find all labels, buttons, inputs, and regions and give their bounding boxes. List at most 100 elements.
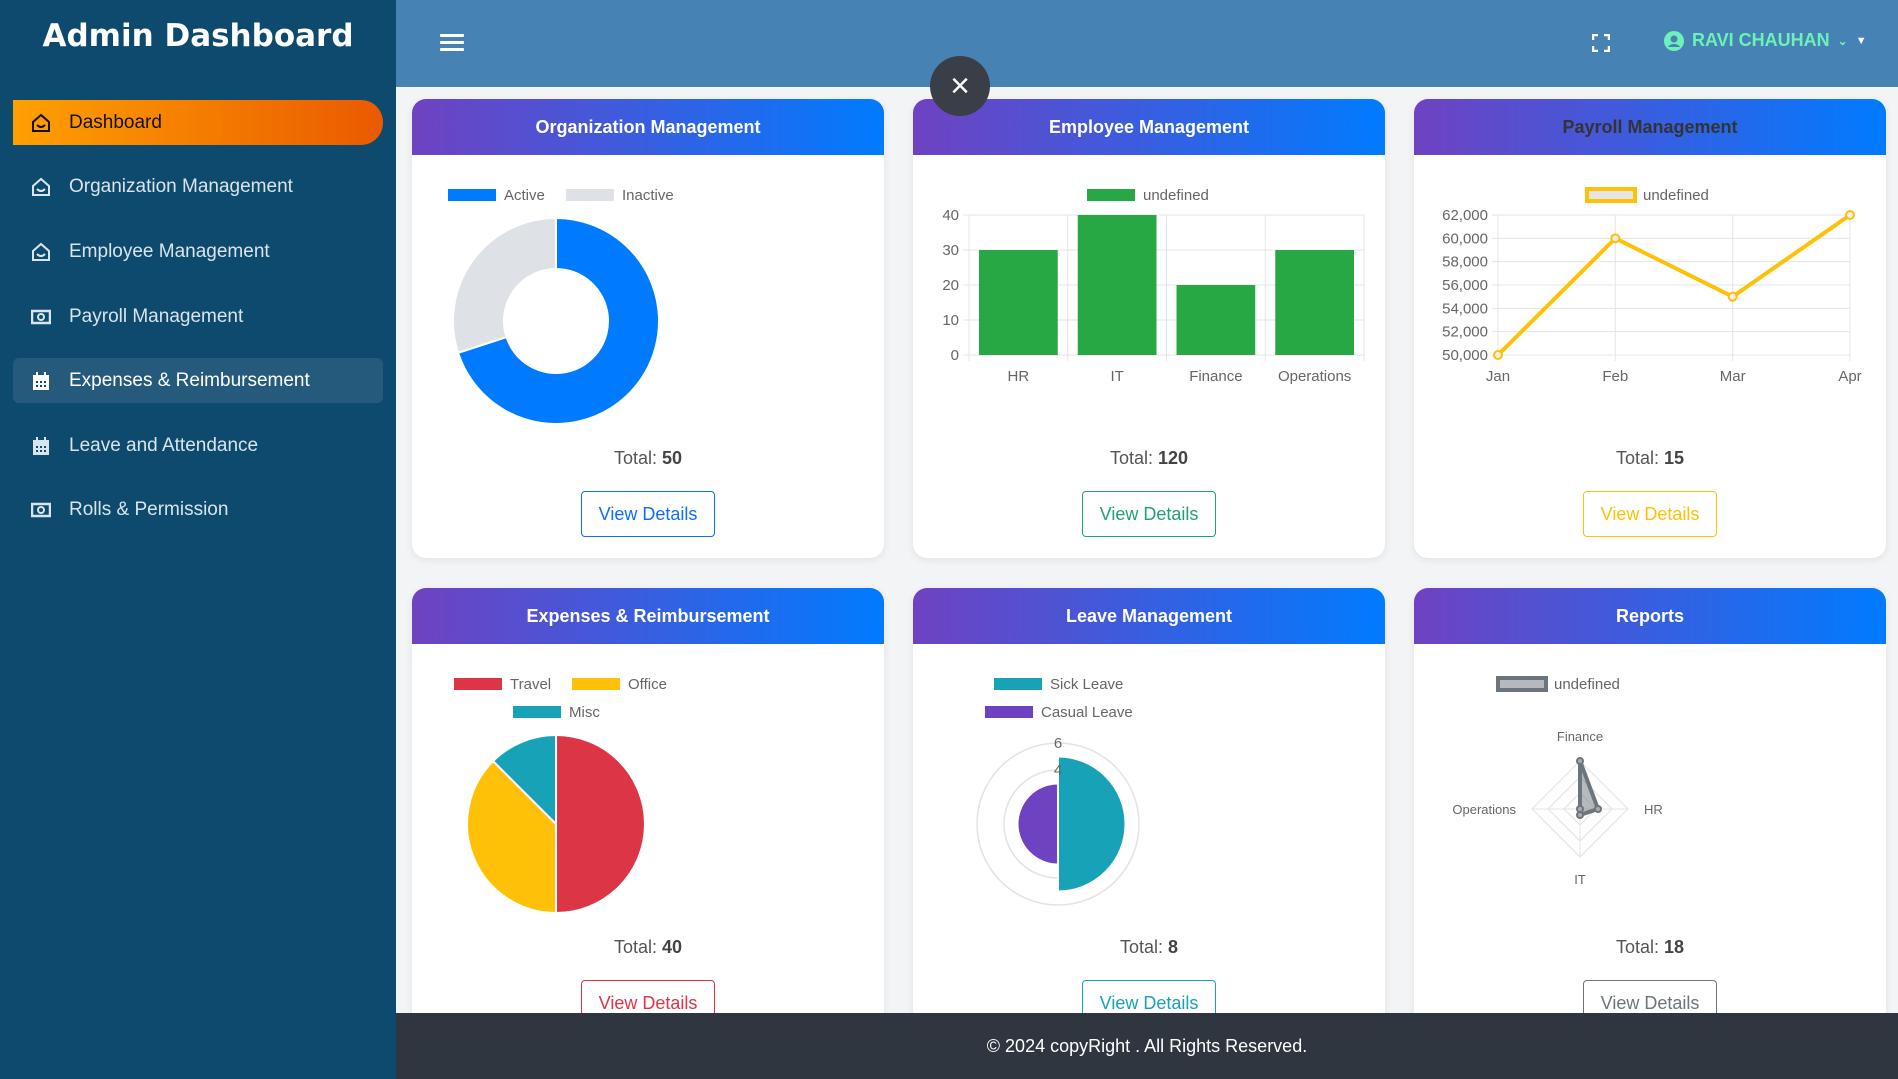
card-title: Payroll Management [1414, 99, 1886, 155]
sidebar: Admin Dashboard Dashboard Organization Ma… [0, 0, 396, 1079]
home-icon [29, 240, 53, 264]
data-point-operations [1576, 805, 1584, 813]
legend-swatch [994, 678, 1042, 690]
total-value: 18 [1664, 937, 1685, 957]
total: Total: 50 [412, 448, 884, 469]
card-reports: Reports undefined Finance HR IT Operations T… [1414, 588, 1886, 1047]
data-point-finance [1576, 757, 1584, 765]
bar-finance [1176, 285, 1256, 355]
axis-label-it: IT [1574, 872, 1586, 887]
view-details-button[interactable]: View Details [1082, 491, 1216, 537]
y-tick-label: 62,000 [1442, 207, 1488, 224]
total-label: Total: [1109, 448, 1153, 468]
total-value: 50 [662, 448, 683, 468]
bar-hr [979, 250, 1058, 355]
close-button[interactable]: × [930, 56, 990, 116]
legend-label: undefined [1643, 187, 1709, 204]
sidebar-item-label: Organization Management [69, 175, 293, 197]
x-tick-label: HR [1008, 368, 1030, 385]
total-label: Total: [1615, 937, 1659, 957]
total: Total: 18 [1414, 937, 1886, 958]
legend-swatch [1496, 676, 1548, 692]
legend-swatch [454, 678, 502, 690]
sidebar-item-dashboard[interactable]: Dashboard [13, 100, 383, 145]
legend-label: undefined [1554, 676, 1620, 693]
calendar-icon [29, 369, 53, 393]
user-menu[interactable]: RAVI CHAUHAN ⌄ ▼ [1664, 30, 1867, 51]
legend-label: Inactive [622, 187, 674, 204]
card-employee-management: Employee Management undefined 0 10 20 30 40 HR… [913, 99, 1385, 558]
x-tick-label: Jan [1486, 368, 1510, 385]
legend-swatch [1585, 187, 1637, 203]
total-label: Total: [1119, 937, 1163, 957]
legend-swatch [1087, 189, 1135, 201]
chart: Sick Leave Casual Leave 4 6 [976, 676, 1140, 906]
total: Total: 120 [913, 448, 1385, 469]
view-details-button[interactable]: View Details [1583, 491, 1717, 537]
segment-sick-leave [1057, 755, 1127, 893]
total-label: Total: [613, 937, 657, 957]
data-point-mar [1727, 291, 1738, 302]
money-icon [29, 305, 53, 329]
slice-inactive [452, 216, 557, 355]
y-tick-label: 0 [951, 347, 959, 364]
user-circle-icon [1664, 30, 1684, 51]
legend-label: Travel [510, 676, 551, 693]
chart: undefined 50,000 52,000 54,000 56,000 58,000 6… [1442, 187, 1862, 385]
sidebar-item-label: Employee Management [69, 240, 270, 262]
x-tick-label: Mar [1720, 368, 1746, 385]
legend-label: Sick Leave [1050, 676, 1123, 693]
chart: Travel Office Misc [454, 676, 667, 915]
data-point-apr [1845, 210, 1855, 220]
sidebar-item-employee-management[interactable]: Employee Management [13, 229, 383, 274]
y-tick-label: 58,000 [1442, 254, 1488, 271]
home-icon [29, 175, 53, 199]
sidebar-item-label: Payroll Management [69, 305, 244, 327]
legend-label: Misc [569, 704, 600, 721]
r-tick-label: 4 [1054, 762, 1062, 779]
legend-swatch [448, 189, 496, 201]
caret-down-icon: ▼ [1855, 34, 1867, 47]
sidebar-item-payroll-management[interactable]: Payroll Management [13, 294, 383, 339]
x-tick-label: Operations [1278, 368, 1351, 385]
card-organization-management: Organization Management Active Inactive T… [412, 99, 884, 558]
user-name: RAVI CHAUHAN [1692, 30, 1830, 50]
y-tick-label: 50,000 [1442, 347, 1488, 364]
total-value: 120 [1158, 448, 1189, 468]
slice-travel [555, 733, 646, 915]
y-tick-label: 52,000 [1442, 324, 1488, 341]
hamburger-icon[interactable] [440, 34, 464, 52]
sidebar-item-expenses-reimbursement[interactable]: Expenses & Reimbursement [13, 358, 383, 403]
total: Total: 40 [412, 937, 884, 958]
legend-label: Office [628, 676, 667, 693]
sidebar-item-label: Rolls & Permission [69, 498, 229, 520]
money-icon [29, 498, 53, 522]
total: Total: 15 [1414, 448, 1886, 469]
footer: © 2024 copyRight . All Rights Reserved. [396, 1013, 1898, 1079]
y-tick-label: 56,000 [1442, 277, 1488, 294]
legend-label: Active [504, 187, 545, 204]
data-point-feb [1610, 233, 1621, 244]
bar-operations [1275, 250, 1354, 355]
segment-casual-leave [1016, 782, 1059, 866]
r-tick-label: 6 [1054, 735, 1062, 752]
card-title: Reports [1414, 588, 1886, 644]
card-payroll-management: Payroll Management undefined 50,000 52,000… [1414, 99, 1886, 558]
sidebar-item-organization-management[interactable]: Organization Management [13, 164, 383, 209]
legend-swatch [985, 706, 1033, 718]
legend-swatch [566, 189, 614, 201]
card-leave-management: Leave Management Sick Leave Casual Leave 4… [913, 588, 1385, 1047]
home-icon [29, 111, 53, 135]
axis-label-operations: Operations [1452, 802, 1516, 817]
sidebar-item-rolls-permission[interactable]: Rolls & Permission [13, 487, 383, 532]
x-tick-label: Feb [1602, 368, 1628, 385]
x-tick-label: Apr [1838, 368, 1861, 385]
app-title: Admin Dashboard [42, 18, 354, 54]
total-value: 15 [1664, 448, 1685, 468]
legend-label: undefined [1143, 187, 1209, 204]
view-details-button[interactable]: View Details [581, 491, 715, 537]
chart: undefined Finance HR IT Operations [1452, 676, 1663, 887]
sidebar-item-leave-and-attendance[interactable]: Leave and Attendance [13, 423, 383, 468]
y-tick-label: 54,000 [1442, 300, 1488, 317]
fullscreen-icon[interactable] [1592, 34, 1610, 52]
